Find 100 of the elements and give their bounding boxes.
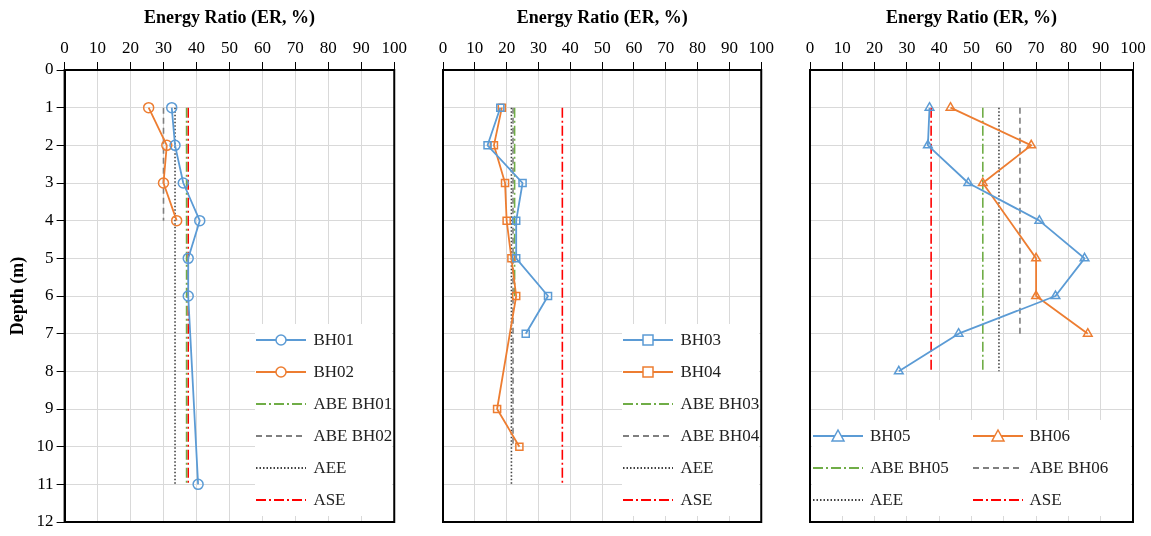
point [922,139,933,149]
legend-label: BH06 [1029,426,1071,446]
x-tick-label: 60 [625,38,643,58]
y-tick-label: 4 [45,210,55,230]
point [518,178,527,188]
point [893,365,904,375]
y-tick-label: 9 [45,398,54,418]
point [483,141,492,150]
x-tick-label: 60 [995,38,1013,58]
point [169,139,181,152]
x-tick-label: 40 [930,38,948,58]
legend-label: ABE BH04 [680,426,760,446]
legend-label: ASE [680,490,713,510]
x-tick-label: 80 [1059,38,1077,58]
point [1079,252,1090,262]
y-tick-label: 7 [45,323,55,343]
point [511,291,521,301]
point [194,214,206,227]
point [515,442,524,451]
x-tick-label: 100 [1120,38,1146,58]
y-tick-label: 12 [36,511,54,531]
x-tick-label: 100 [381,38,407,58]
x-tick-label: 30 [898,38,916,58]
legend-label: ASE [1029,490,1062,510]
point [521,329,531,338]
point [1050,290,1061,300]
x-tick-label: 0 [60,38,69,58]
x-tick-label: 80 [319,38,337,58]
point [945,101,956,111]
point [500,178,510,188]
y-axis-title: Depth (m) [7,256,29,336]
x-tick-label: 90 [352,38,370,58]
point [177,177,190,189]
legend-label: AEE [680,458,714,478]
point [182,252,194,265]
legend-label: ABE BH01 [313,394,393,414]
legend-label: ABE BH06 [1029,458,1109,478]
x-tick-label: 50 [593,38,611,58]
point [511,254,521,263]
y-tick-label: 1 [45,97,54,117]
x-tick-label: 100 [748,38,774,58]
x-tick-label: 80 [689,38,707,58]
point [170,214,183,227]
x-tick-label: 60 [253,38,271,58]
point [161,139,173,152]
legend-label: ABE BH03 [680,394,760,414]
y-tick-label: 8 [45,360,54,380]
point [963,177,974,187]
x-tick-label: 90 [720,38,738,58]
x-tick-label: 40 [561,38,579,58]
point [192,478,204,491]
point [157,177,170,189]
point [1082,327,1093,337]
y-tick-label: 5 [45,247,54,267]
y-tick-label: 10 [36,436,54,456]
legend-label: BH02 [313,362,354,382]
x-axis-title: Energy Ratio (ER, %) [516,7,688,29]
legend-label: AEE [870,490,904,510]
point [492,404,502,414]
legend-label: BH05 [870,426,911,446]
x-axis-title: Energy Ratio (ER, %) [143,7,315,29]
legend-label: ABE BH05 [870,458,949,478]
y-tick-label: 0 [45,59,54,79]
point [953,327,964,337]
x-tick-label: 30 [529,38,547,58]
point [543,291,553,301]
x-tick-label: 90 [1092,38,1110,58]
legend-label: ASE [313,490,346,510]
y-tick-label: 11 [37,473,54,493]
legend-label: AEE [313,458,347,478]
point [489,141,499,150]
y-tick-label: 2 [45,134,54,154]
legend-label: BH01 [313,330,354,350]
point [977,177,988,187]
point [1031,290,1042,300]
point [1026,139,1037,149]
x-axis-title: Energy Ratio (ER, %) [886,7,1057,29]
y-tick-label: 3 [45,172,54,192]
x-tick-label: 10 [833,38,851,58]
x-tick-label: 70 [286,38,304,58]
y-tick-label: 6 [45,285,54,305]
point [924,101,935,111]
x-tick-label: 70 [657,38,675,58]
point [502,216,511,225]
x-tick-label: 30 [154,38,172,58]
x-tick-label: 20 [122,38,140,58]
x-tick-label: 20 [866,38,884,58]
x-tick-label: 10 [89,38,107,58]
x-tick-label: 0 [438,38,448,58]
x-tick-label: 40 [187,38,205,58]
point [1031,252,1042,262]
legend-label: BH04 [680,362,721,382]
x-tick-label: 0 [805,38,815,58]
point [1034,214,1045,224]
point [511,216,521,225]
x-tick-label: 20 [498,38,516,58]
x-tick-label: 10 [466,38,484,58]
x-tick-label: 50 [220,38,238,58]
point [182,290,194,302]
legend-label: BH03 [680,330,721,350]
